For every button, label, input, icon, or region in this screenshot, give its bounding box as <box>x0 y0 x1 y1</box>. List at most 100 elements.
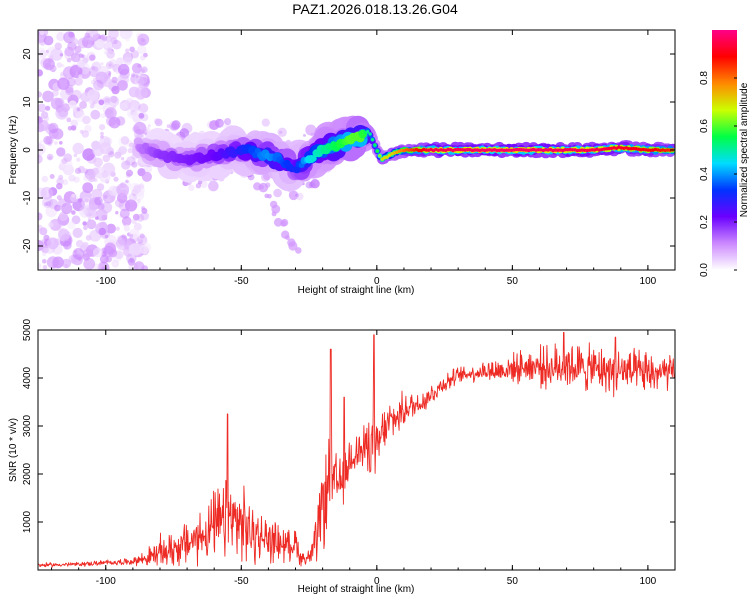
noise-blob <box>111 259 120 268</box>
noise-blob <box>105 61 114 70</box>
noise-blob <box>65 86 74 96</box>
noise-blob <box>49 174 55 179</box>
spectrogram-y-ticks: -20 -10 0 10 20 <box>22 48 675 253</box>
noise-blob <box>139 233 145 239</box>
noise-blob <box>62 240 72 250</box>
noise-blob <box>50 48 63 61</box>
x-tick-label: 0 <box>374 276 380 287</box>
noise-blob <box>113 176 119 182</box>
noise-blob <box>119 30 133 40</box>
ridge-blob <box>517 148 521 152</box>
noise-blob <box>42 197 53 208</box>
noise-blob <box>38 212 43 221</box>
noise-blob <box>125 37 130 42</box>
noise-blob <box>114 151 122 159</box>
noise-blob <box>117 73 129 86</box>
noise-blob <box>42 265 48 270</box>
ridge-blob <box>465 147 470 152</box>
noise-blob <box>74 77 83 86</box>
scatter-blob <box>179 128 190 138</box>
noise-blob <box>141 38 145 43</box>
noise-blob <box>56 182 63 190</box>
noise-blob <box>83 258 96 270</box>
spectrogram-y-axis-label: Frequency (Hz) <box>8 116 19 185</box>
y-tick-label: 0 <box>22 147 33 153</box>
snr-panel: -100 -50 0 50 100 1000 2000 3000 4000 5000 Heigh… <box>8 318 676 595</box>
noise-blob <box>59 141 63 145</box>
noise-blob <box>42 259 47 264</box>
noise-blob <box>96 183 105 191</box>
noise-blob <box>48 156 52 160</box>
ridge-blob <box>458 147 462 152</box>
noise-blob <box>132 67 138 73</box>
ridge-blob <box>385 155 389 159</box>
noise-blob <box>102 96 112 105</box>
scatter-blob <box>197 180 203 185</box>
ridge-blob <box>631 146 636 151</box>
noise-blob <box>81 208 89 215</box>
noise-blob <box>42 252 47 257</box>
noise-blob <box>99 171 111 183</box>
noise-blob <box>61 202 73 215</box>
noise-blob <box>68 174 76 182</box>
noise-blob <box>87 89 99 101</box>
ridge-blob <box>495 148 499 153</box>
noise-blob <box>137 129 142 134</box>
scatter-blob <box>147 124 151 128</box>
tail-blob <box>280 220 287 227</box>
scatter-blob <box>133 128 144 139</box>
scatter-blob <box>305 124 317 136</box>
noise-blob <box>55 106 69 120</box>
noise-blob <box>104 97 110 103</box>
noise-blob <box>82 35 89 42</box>
scatter-blob <box>166 124 171 128</box>
noise-blob <box>68 100 77 109</box>
figure-title: PAZ1.2026.018.13.26.G04 <box>292 1 458 17</box>
noise-blob <box>133 261 145 270</box>
noise-blob <box>84 198 89 203</box>
noise-blob <box>71 215 81 225</box>
noise-blob <box>104 234 109 239</box>
y-tick-label: 10 <box>22 96 33 108</box>
noise-blob <box>72 227 83 238</box>
ridge-blob <box>583 148 587 152</box>
noise-blob <box>43 35 54 46</box>
ridge-blob <box>546 148 550 152</box>
noise-blob <box>62 179 69 186</box>
noise-blob <box>93 178 98 182</box>
noise-blob <box>72 142 84 155</box>
noise-blob <box>98 227 107 236</box>
spectrogram-x-ticks: -100 -50 0 50 100 <box>51 30 676 287</box>
noise-blob <box>60 71 65 76</box>
noise-blob <box>131 73 136 78</box>
noise-blob <box>104 108 114 119</box>
noise-blob <box>82 182 94 194</box>
noise-blob <box>137 64 142 68</box>
scatter-blob <box>310 179 320 189</box>
noise-blob <box>48 128 59 139</box>
noise-blob <box>100 62 104 66</box>
noise-blob <box>137 37 147 47</box>
noise-blob <box>56 147 66 157</box>
ridge-blob <box>534 148 538 152</box>
noise-blob <box>93 213 97 218</box>
tail-blob <box>267 194 272 199</box>
scatter-blob <box>305 181 313 189</box>
ridge-blob <box>639 148 643 152</box>
noise-blob <box>70 52 81 63</box>
noise-blob <box>116 57 124 65</box>
noise-blob <box>128 243 142 256</box>
ridge-blob <box>663 148 667 153</box>
noise-blob <box>82 148 95 161</box>
noise-blob <box>42 58 55 71</box>
noise-blob <box>111 85 120 95</box>
ridge-blob <box>373 143 377 147</box>
colorbar-tick-label: 0.2 <box>699 215 710 229</box>
noise-blob <box>117 80 128 91</box>
colorbar-tick-label: 0.8 <box>699 71 710 85</box>
noise-blob <box>56 177 64 186</box>
snr-y-axis-label: SNR (10 * v/v) <box>8 418 19 482</box>
noise-blob <box>82 115 91 125</box>
noise-blob <box>119 208 130 219</box>
noise-blob <box>38 224 43 232</box>
